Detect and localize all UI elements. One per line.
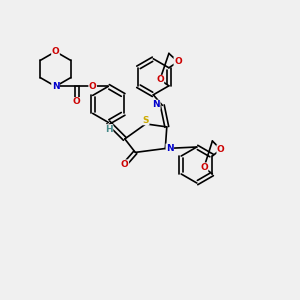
- Text: O: O: [174, 57, 182, 66]
- Text: N: N: [166, 144, 174, 153]
- Text: N: N: [152, 100, 160, 109]
- Text: O: O: [89, 82, 97, 91]
- Text: O: O: [200, 163, 208, 172]
- Text: O: O: [217, 145, 225, 154]
- Text: O: O: [52, 47, 59, 56]
- Text: O: O: [156, 75, 164, 84]
- Text: O: O: [121, 160, 129, 169]
- Text: S: S: [142, 116, 149, 125]
- Text: H: H: [105, 124, 113, 134]
- Text: N: N: [52, 82, 59, 91]
- Text: O: O: [73, 98, 80, 106]
